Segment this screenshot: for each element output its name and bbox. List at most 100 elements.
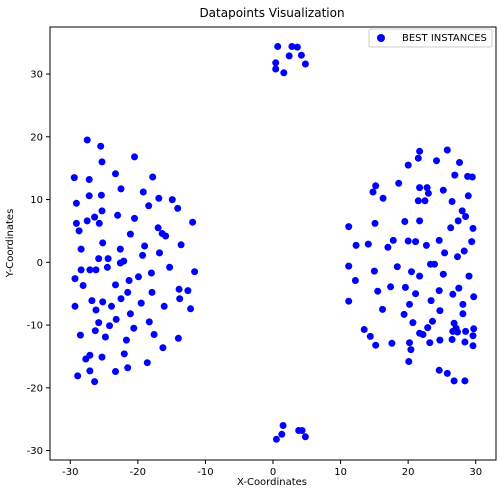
data-point bbox=[421, 197, 429, 205]
data-point bbox=[125, 277, 133, 284]
data-point bbox=[407, 346, 415, 354]
data-point bbox=[285, 52, 293, 60]
data-point bbox=[372, 182, 380, 190]
data-point bbox=[456, 159, 463, 166]
data-point bbox=[99, 298, 107, 306]
data-point bbox=[401, 283, 409, 291]
data-point bbox=[409, 319, 417, 327]
y-axis-label: Y-Coordinates bbox=[5, 209, 16, 279]
data-point bbox=[462, 327, 470, 335]
data-point bbox=[279, 422, 287, 429]
data-point bbox=[451, 171, 459, 179]
data-point bbox=[448, 336, 456, 343]
data-point bbox=[416, 184, 424, 192]
y-tick-label: 10 bbox=[30, 195, 43, 206]
data-point bbox=[76, 331, 84, 339]
legend-label: BEST INSTANCES bbox=[402, 33, 487, 44]
data-point bbox=[106, 322, 113, 330]
data-point bbox=[77, 266, 85, 274]
data-point bbox=[98, 158, 106, 166]
data-point bbox=[72, 199, 80, 207]
data-point bbox=[301, 60, 309, 68]
data-point bbox=[388, 339, 396, 347]
data-point bbox=[141, 242, 149, 250]
x-tick-label: -10 bbox=[197, 467, 213, 478]
data-point bbox=[159, 344, 167, 352]
data-point bbox=[149, 173, 157, 181]
data-point bbox=[414, 197, 422, 205]
data-point bbox=[83, 136, 91, 144]
data-point bbox=[82, 355, 90, 363]
data-point bbox=[272, 59, 280, 67]
data-point bbox=[424, 324, 432, 332]
data-point bbox=[393, 263, 401, 271]
data-point bbox=[189, 218, 197, 226]
data-point bbox=[112, 315, 120, 323]
data-point bbox=[351, 277, 359, 284]
data-point bbox=[412, 238, 420, 246]
data-point bbox=[150, 331, 158, 338]
data-point bbox=[372, 341, 380, 349]
data-point bbox=[145, 318, 153, 326]
data-point bbox=[298, 427, 306, 434]
data-point bbox=[95, 319, 103, 327]
data-point bbox=[469, 224, 477, 232]
data-point bbox=[422, 241, 430, 249]
data-point bbox=[74, 372, 82, 380]
data-point bbox=[280, 69, 288, 77]
data-point bbox=[461, 338, 469, 346]
data-point bbox=[470, 293, 478, 301]
data-point bbox=[366, 332, 374, 340]
data-point bbox=[462, 213, 470, 220]
data-point bbox=[108, 302, 115, 310]
data-point bbox=[88, 297, 96, 305]
data-point bbox=[126, 310, 134, 318]
data-point bbox=[143, 359, 151, 367]
x-axis-label: X-Coordinates bbox=[237, 477, 307, 488]
data-point bbox=[160, 302, 168, 310]
data-point bbox=[433, 157, 440, 165]
data-point bbox=[406, 300, 413, 308]
legend-box bbox=[368, 28, 493, 48]
data-point bbox=[117, 185, 125, 193]
y-tick-label: -20 bbox=[27, 383, 43, 394]
data-point bbox=[174, 334, 182, 342]
y-tick-label: 20 bbox=[30, 132, 43, 143]
data-point bbox=[103, 263, 111, 271]
data-point bbox=[120, 350, 128, 358]
data-point bbox=[75, 227, 83, 235]
data-point bbox=[443, 369, 451, 377]
y-tick-label: 0 bbox=[37, 258, 43, 269]
data-point bbox=[384, 243, 392, 251]
data-point bbox=[147, 269, 155, 277]
data-point bbox=[389, 236, 397, 244]
data-point bbox=[92, 266, 100, 274]
data-point bbox=[272, 65, 280, 73]
data-point bbox=[374, 287, 382, 295]
data-point bbox=[288, 43, 296, 50]
data-point bbox=[112, 170, 119, 178]
y-tick-label: -30 bbox=[27, 446, 43, 457]
data-point bbox=[435, 366, 443, 374]
data-point bbox=[91, 327, 99, 335]
data-point bbox=[429, 317, 436, 325]
data-point bbox=[412, 290, 420, 298]
x-axis: -30 -20 -10 0 10 20 30 bbox=[62, 460, 482, 478]
data-point bbox=[130, 324, 138, 332]
data-point bbox=[187, 305, 195, 313]
data-point bbox=[379, 305, 386, 313]
data-point bbox=[99, 239, 107, 247]
data-point bbox=[116, 245, 124, 253]
data-point bbox=[174, 204, 182, 212]
data-point bbox=[175, 285, 183, 293]
data-point bbox=[416, 217, 424, 225]
data-point bbox=[139, 251, 147, 259]
data-point bbox=[97, 142, 105, 150]
data-point bbox=[470, 325, 478, 333]
data-point bbox=[98, 353, 106, 361]
data-point bbox=[274, 43, 282, 50]
data-point bbox=[454, 217, 462, 225]
data-point bbox=[70, 174, 78, 182]
data-point bbox=[435, 236, 443, 244]
data-point bbox=[272, 435, 280, 443]
